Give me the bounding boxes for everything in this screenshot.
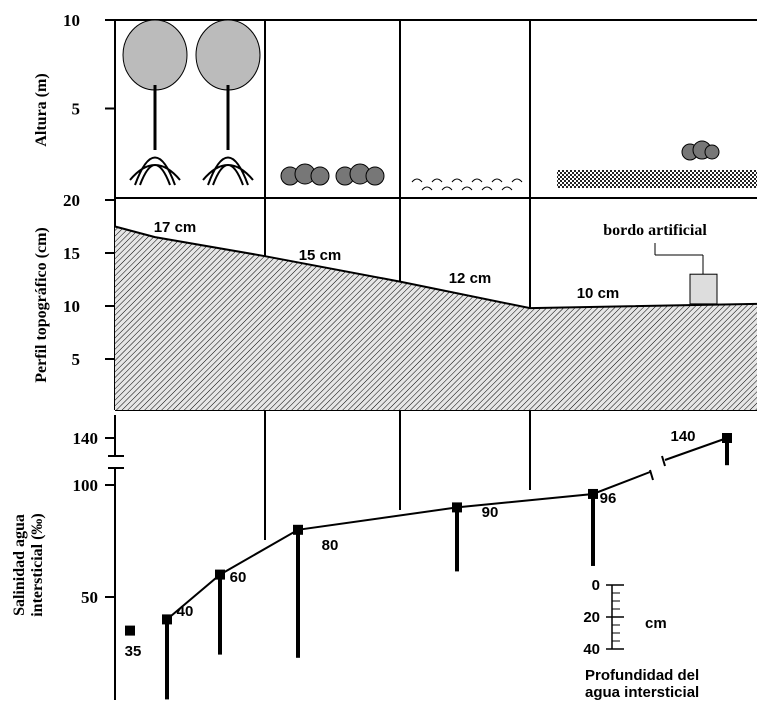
salinity-label: 140 — [670, 428, 695, 445]
y-tick-label: 140 — [73, 429, 99, 448]
depth-title: agua intersticial — [585, 684, 699, 701]
depth-bar — [218, 574, 222, 655]
axis-title: Salinidad agua — [11, 514, 28, 616]
terrain-line — [114, 225, 757, 310]
vegetation — [122, 19, 757, 191]
salinity-label: 40 — [177, 603, 194, 620]
depth-title: Profundidad del — [585, 667, 699, 684]
salinity-line — [166, 471, 651, 621]
depth-bar — [725, 438, 729, 466]
salinity-label: 35 — [125, 643, 142, 660]
terrain-area — [115, 226, 757, 410]
y-tick-label: 15 — [63, 244, 80, 263]
depth-bar — [165, 619, 169, 700]
y-tick-label: 10 — [63, 297, 80, 316]
axis-title: Altura (m) — [33, 73, 50, 146]
depth-unit: cm — [645, 615, 667, 632]
depth-tick-label: 20 — [583, 609, 600, 626]
salinity-label: 96 — [600, 490, 617, 507]
depth-tick-label: 40 — [583, 641, 600, 658]
y-tick-label: 100 — [73, 476, 99, 495]
salinity-label: 60 — [230, 569, 247, 586]
depth-bar — [296, 529, 300, 658]
y-tick-label: 5 — [72, 100, 81, 119]
y-tick-label: 50 — [81, 588, 98, 607]
salinity-line — [664, 437, 728, 461]
salinity-label: 80 — [322, 537, 339, 554]
depth-bar — [591, 493, 595, 566]
profile-label: 10 cm — [577, 285, 620, 302]
profile-label: 17 cm — [154, 219, 197, 236]
y-tick-label: 20 — [63, 191, 80, 210]
depth-tick-label: 0 — [592, 577, 600, 594]
levee-label: bordo artificial — [603, 222, 707, 239]
line-break — [649, 455, 666, 481]
salinity-label: 90 — [482, 504, 499, 521]
profile-label: 15 cm — [299, 247, 342, 264]
profile-label: 12 cm — [449, 270, 492, 287]
salinity-point — [125, 625, 135, 636]
y-tick-label: 10 — [63, 11, 80, 30]
axis-title: intersticial (‰) — [29, 513, 46, 617]
depth-bar — [455, 507, 459, 572]
levee — [689, 273, 718, 305]
y-tick-label: 5 — [72, 350, 81, 369]
axis-title: Perfil topográfico (cm) — [33, 227, 50, 382]
